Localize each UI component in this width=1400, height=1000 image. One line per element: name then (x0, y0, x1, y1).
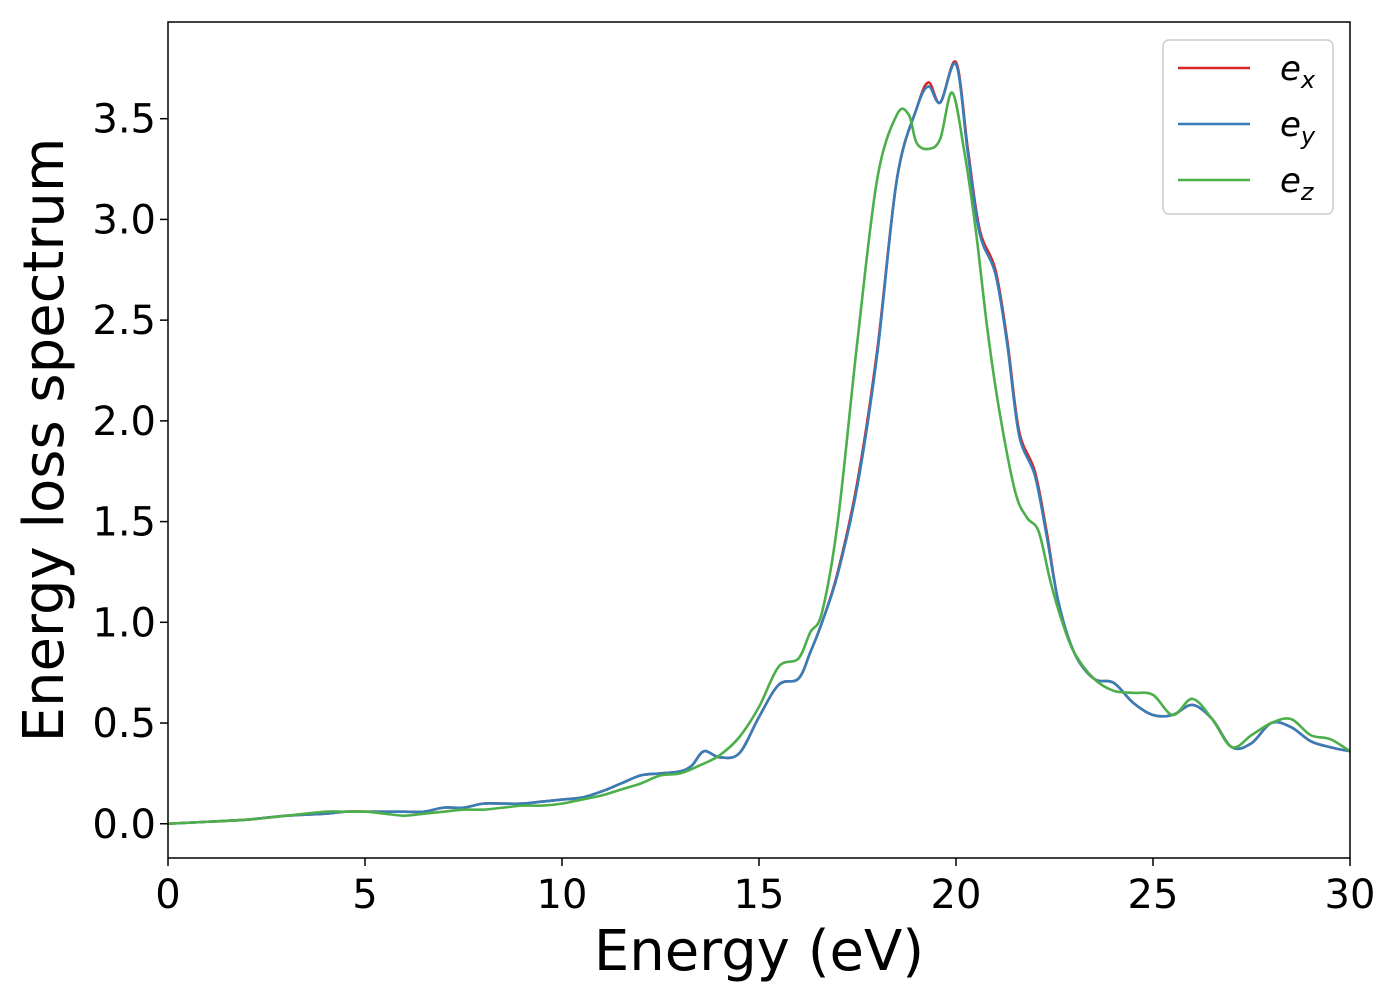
x-axis: 0 5 10 15 20 25 30 (155, 858, 1375, 918)
y-axis-title: Energy loss spectrum (12, 138, 77, 743)
series-layer (168, 60, 1350, 826)
legend-label-ex: ex (1280, 49, 1316, 94)
x-axis-title: Energy (eV) (594, 919, 924, 984)
x-tick-label: 0 (155, 872, 180, 918)
y-tick-label: 0.5 (92, 701, 156, 747)
x-tick-label: 30 (1325, 872, 1376, 918)
series-line-ey (168, 62, 1350, 826)
y-tick-label: 1.5 (92, 500, 156, 546)
y-tick-label: 2.5 (92, 298, 156, 344)
series-line-ez (168, 91, 1350, 826)
y-tick-label: 1.0 (92, 600, 156, 646)
x-tick-label: 10 (537, 872, 588, 918)
x-tick-label: 25 (1128, 872, 1179, 918)
legend-box (1162, 39, 1334, 215)
legend-label-ey: ey (1280, 105, 1316, 150)
y-tick-label: 3.5 (92, 97, 156, 143)
legend-label-ez: ez (1280, 161, 1315, 206)
y-tick-label: 2.0 (92, 399, 156, 445)
y-tick-label: 0.0 (92, 802, 156, 848)
x-tick-label: 20 (931, 872, 982, 918)
x-tick-label: 15 (734, 872, 785, 918)
y-tick-label: 3.0 (92, 197, 156, 243)
legend: ex ey ez (1162, 39, 1334, 215)
y-axis: 0.0 0.5 1.0 1.5 2.0 2.5 3.0 3.5 (92, 97, 168, 848)
x-tick-label: 5 (352, 872, 377, 918)
